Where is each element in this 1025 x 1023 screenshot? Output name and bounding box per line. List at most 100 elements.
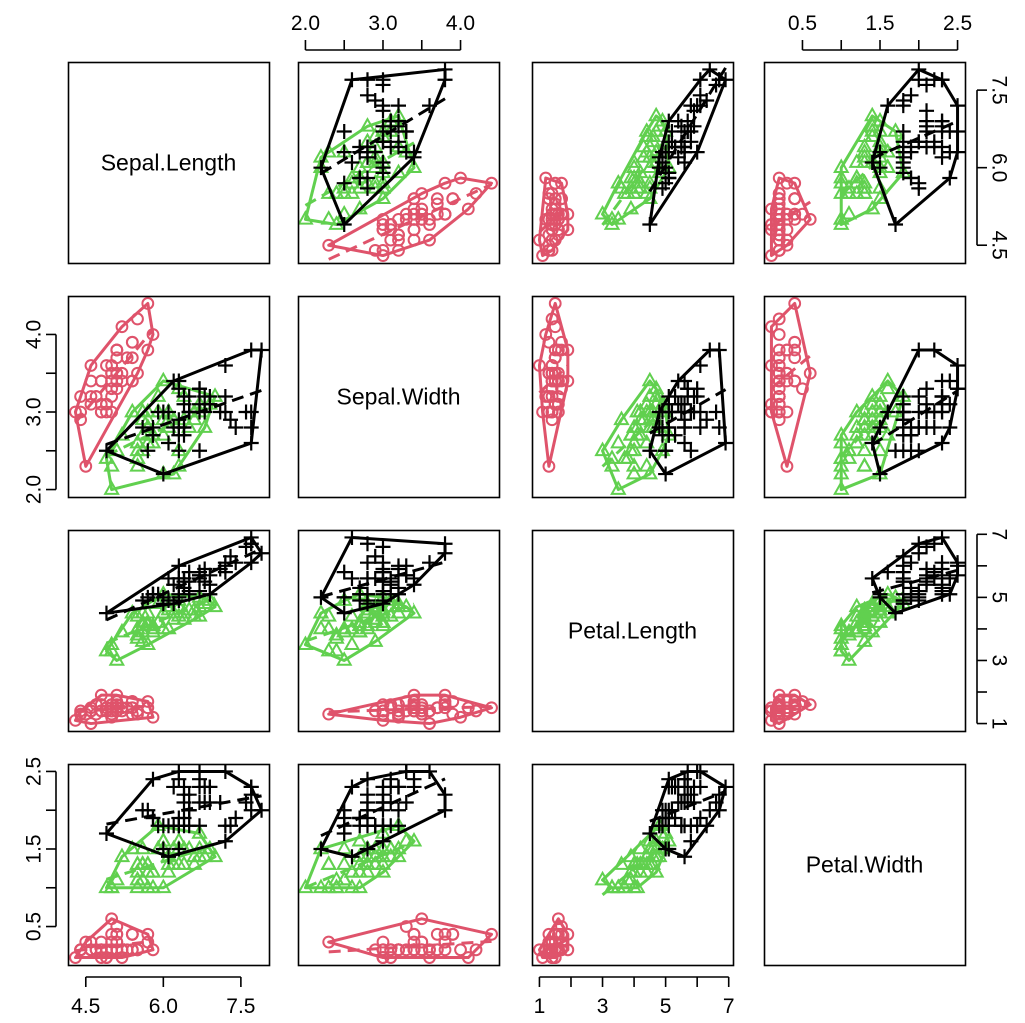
series-2-point-46 <box>658 810 674 826</box>
tick-label: 5 <box>988 592 1011 604</box>
tick-label: 6.0 <box>149 995 178 1018</box>
series-2-point-45 <box>934 123 950 139</box>
series-1-hull <box>303 824 416 890</box>
series-1-point-12 <box>312 619 330 635</box>
series-2-point-7 <box>223 412 239 428</box>
var-name-sepal-width: Sepal.Width <box>336 384 460 410</box>
series-2-point-7 <box>699 412 715 428</box>
series-1-point-35 <box>405 831 423 847</box>
series-2-point-34 <box>344 155 360 170</box>
x-axis-sepal-length-bottom: 4.5 6.0 7.5 <box>71 976 255 1018</box>
series-2-point-39 <box>919 396 935 412</box>
series-2-point-29 <box>880 564 896 580</box>
series-0-point-43 <box>551 212 565 226</box>
series-0-point-45 <box>94 935 108 949</box>
series-2-group <box>98 342 269 482</box>
series-1-point-34 <box>871 189 889 205</box>
var-name-petal-width: Petal.Width <box>806 852 924 878</box>
tick-label: 7 <box>988 528 1011 540</box>
series-0-point-24 <box>407 688 421 702</box>
series-2-point-46 <box>171 589 187 605</box>
panel-marks <box>298 530 498 730</box>
series-1-point-48 <box>336 651 353 666</box>
series-0-point-16 <box>788 335 802 349</box>
panel-frame <box>531 763 735 967</box>
series-1-point-47 <box>367 610 384 625</box>
series-1-point-36 <box>382 839 399 855</box>
series-0-point-29 <box>551 390 565 403</box>
series-0-point-37 <box>545 359 559 372</box>
tick-label: 2.0 <box>23 475 46 504</box>
tick-label: 1.5 <box>865 12 894 35</box>
series-0-point-33 <box>131 312 144 326</box>
panel-frame <box>531 295 735 499</box>
series-0-point-16 <box>542 335 556 349</box>
series-0-point-22 <box>533 943 546 957</box>
series-2-point-18 <box>344 779 360 795</box>
series-2-point-22 <box>711 72 727 88</box>
series-0-point-37 <box>765 359 778 372</box>
series-0-point-24 <box>94 688 108 702</box>
series-2-point-9 <box>950 357 965 373</box>
series-1-point-44 <box>134 426 151 441</box>
series-1-point-46 <box>367 613 384 628</box>
series-2-point-48 <box>934 577 950 593</box>
series-0-point-8 <box>368 704 382 718</box>
series-2-point-48 <box>166 373 182 389</box>
series-0-point-23 <box>399 695 413 708</box>
series-1-point-35 <box>879 371 896 387</box>
series-0-point-44 <box>788 207 802 221</box>
series-2-point-49 <box>661 165 677 181</box>
series-2-point-21 <box>135 420 151 436</box>
series-1-point-37 <box>638 457 655 472</box>
tick-label: 1 <box>534 995 546 1018</box>
series-2-point-31 <box>254 545 269 561</box>
series-0-point-16 <box>446 192 460 206</box>
series-2-point-40 <box>677 396 693 412</box>
series-1-group <box>98 371 224 495</box>
series-0-point-48 <box>430 701 444 715</box>
series-2-point-18 <box>344 72 360 88</box>
series-1-point-48 <box>594 441 611 457</box>
series-2-point-21 <box>135 593 151 609</box>
series-0-point-22 <box>772 359 786 372</box>
series-1-point-9 <box>113 426 131 441</box>
series-2-point-32 <box>677 787 693 803</box>
series-2-point-10 <box>391 802 406 818</box>
series-1-point-32 <box>351 863 368 878</box>
series-2-point-21 <box>654 180 670 196</box>
series-0-point-13 <box>536 951 549 964</box>
series-2-point-47 <box>664 134 680 150</box>
series-2-point-8 <box>336 564 352 580</box>
series-2-point-35 <box>243 404 259 420</box>
series-2-point-48 <box>166 779 182 795</box>
series-1-point-45 <box>632 863 649 878</box>
series-2-point-42 <box>145 810 161 826</box>
series-2-point-6 <box>98 443 114 459</box>
series-2-point-6 <box>642 825 658 841</box>
panel-sepal-length-vs-petal-width <box>763 61 967 265</box>
series-2-point-41 <box>202 586 218 602</box>
series-2-point-30 <box>692 87 708 103</box>
tick-label: 2.5 <box>23 757 46 786</box>
series-0-point-18 <box>555 935 568 949</box>
panel-marks <box>69 530 269 730</box>
series-2-point-5 <box>375 539 391 555</box>
series-1-point-45 <box>139 863 157 878</box>
series-0-point-43 <box>551 912 565 926</box>
series-1-point-15 <box>864 395 881 410</box>
series-0-point-31 <box>788 701 802 715</box>
series-2-point-33 <box>872 420 888 436</box>
series-2-point-32 <box>359 570 375 586</box>
series-2-point-41 <box>383 113 399 129</box>
series-2-point-46 <box>903 443 919 459</box>
series-1-point-4 <box>180 839 198 855</box>
series-0-point-37 <box>545 951 559 964</box>
series-2-point-9 <box>950 98 965 114</box>
series-1-point-12 <box>625 464 643 480</box>
series-1-point-23 <box>848 418 865 433</box>
series-1-point-13 <box>864 410 881 426</box>
panel-marks <box>533 764 733 964</box>
series-2-point-15 <box>391 580 406 596</box>
series-0-point-15 <box>548 297 562 310</box>
